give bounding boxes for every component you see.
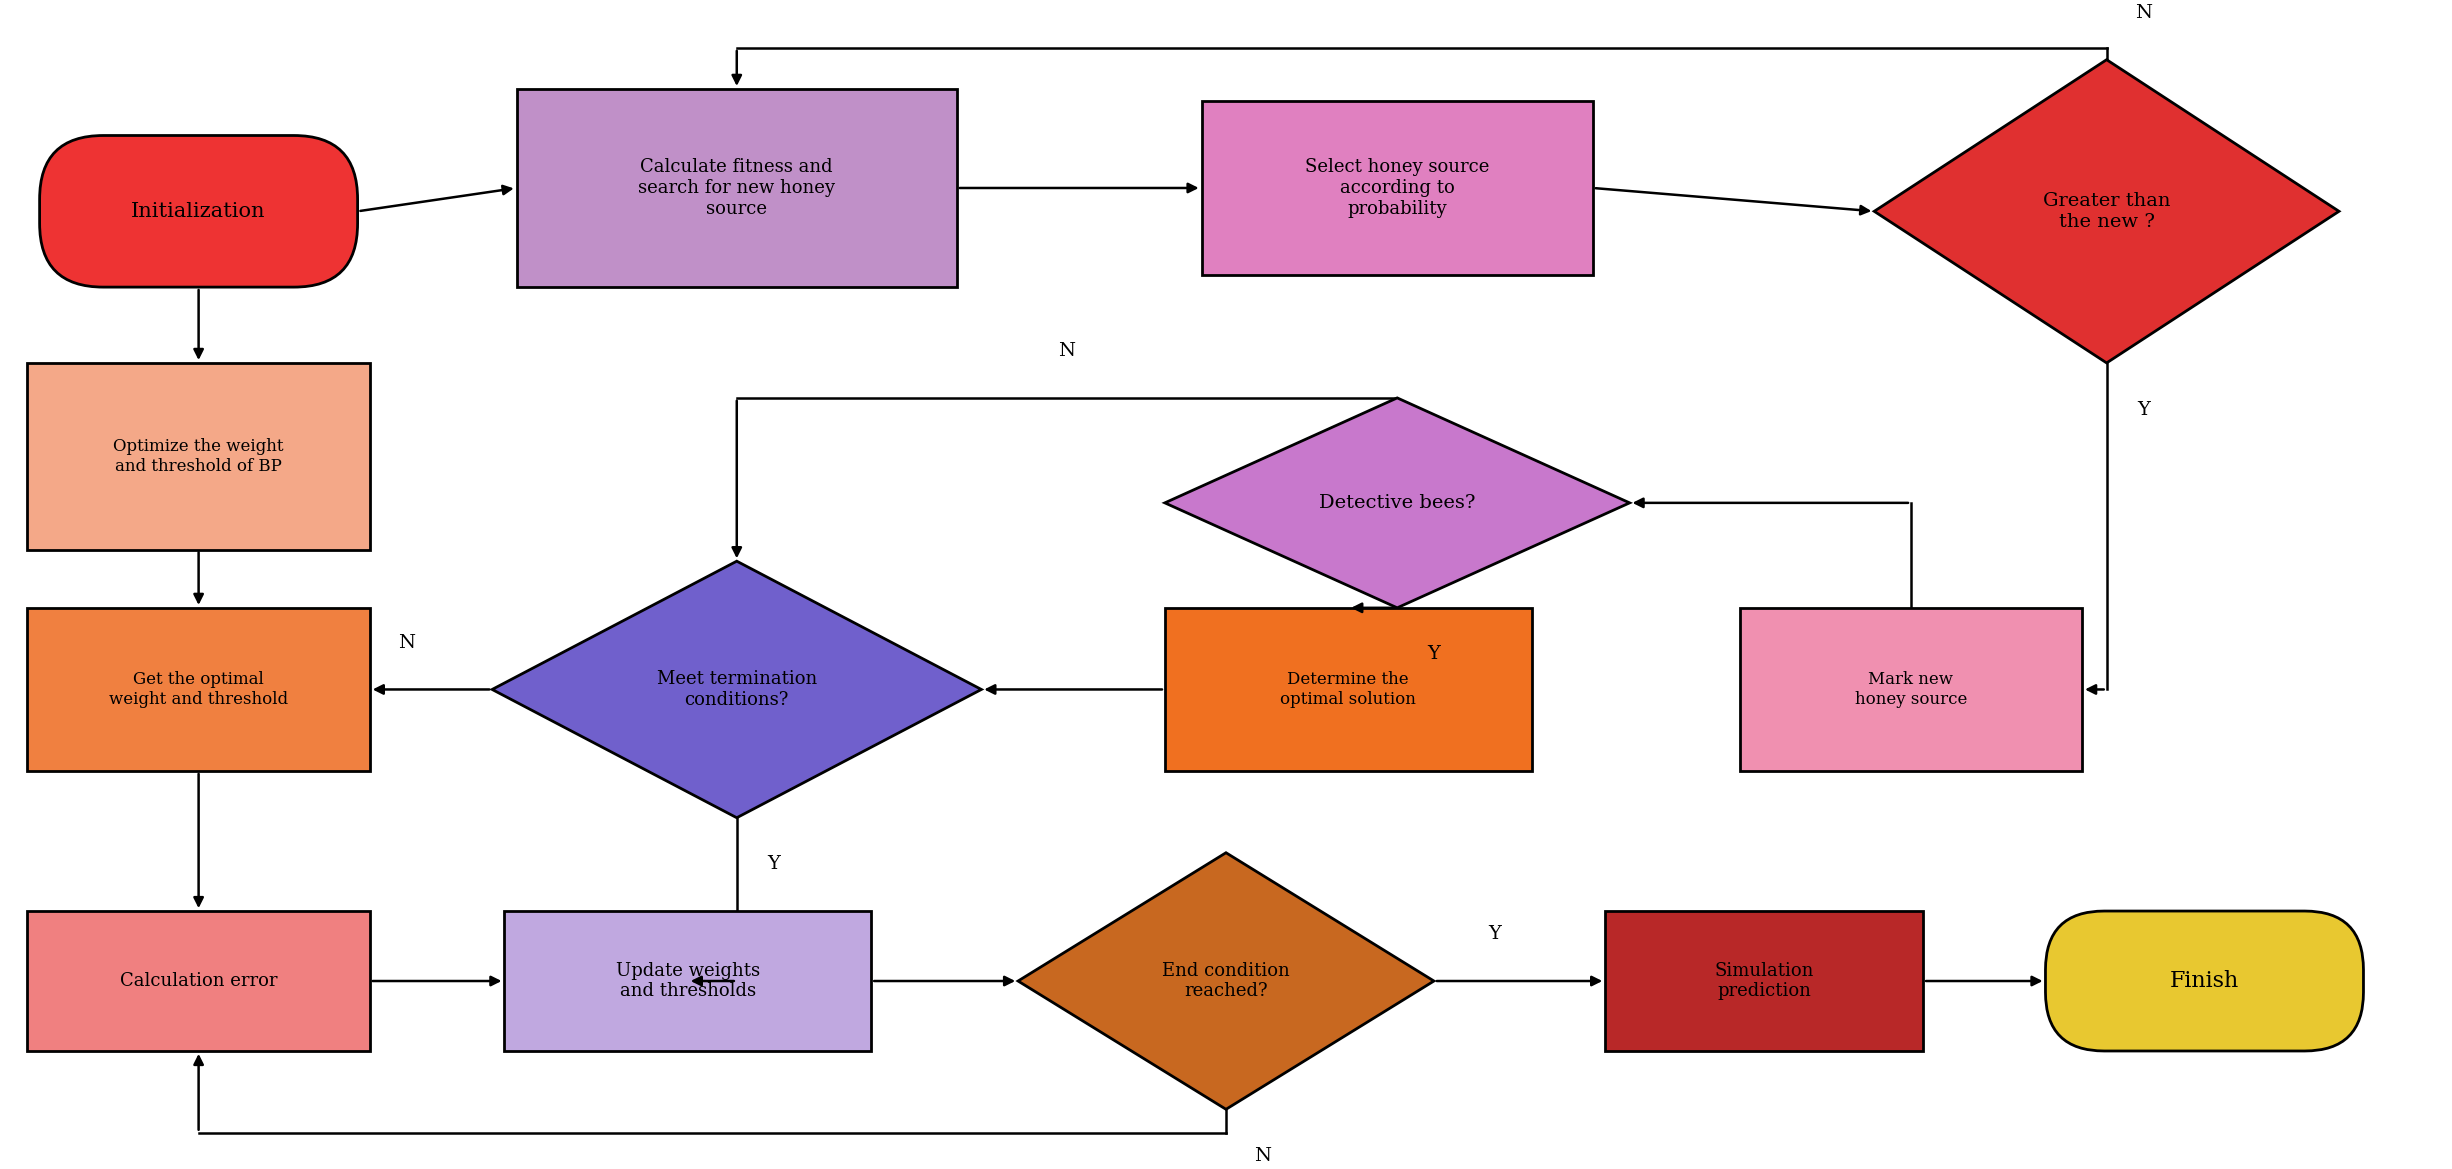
Text: Calculate fitness and
search for new honey
source: Calculate fitness and search for new hon… bbox=[638, 158, 836, 217]
Text: Y: Y bbox=[767, 856, 780, 873]
Text: Determine the
optimal solution: Determine the optimal solution bbox=[1280, 671, 1417, 707]
Text: Calculation error: Calculation error bbox=[120, 971, 277, 990]
Text: Meet termination
conditions?: Meet termination conditions? bbox=[657, 670, 817, 708]
FancyBboxPatch shape bbox=[1201, 101, 1594, 276]
Text: N: N bbox=[1253, 1147, 1270, 1165]
Polygon shape bbox=[1165, 397, 1631, 608]
FancyBboxPatch shape bbox=[1165, 608, 1532, 772]
FancyBboxPatch shape bbox=[1741, 608, 2082, 772]
FancyBboxPatch shape bbox=[2045, 911, 2364, 1051]
FancyBboxPatch shape bbox=[27, 911, 370, 1051]
FancyBboxPatch shape bbox=[39, 136, 358, 288]
Text: N: N bbox=[397, 634, 414, 652]
Text: End condition
reached?: End condition reached? bbox=[1162, 962, 1290, 1001]
Text: Update weights
and thresholds: Update weights and thresholds bbox=[615, 962, 760, 1001]
Text: N: N bbox=[2136, 4, 2153, 22]
Text: Detective bees?: Detective bees? bbox=[1319, 493, 1476, 512]
Text: Select honey source
according to
probability: Select honey source according to probabi… bbox=[1304, 158, 1488, 217]
Text: N: N bbox=[1059, 343, 1076, 360]
Text: Simulation
prediction: Simulation prediction bbox=[1714, 962, 1814, 1001]
Text: Greater than
the new ?: Greater than the new ? bbox=[2043, 192, 2170, 230]
Text: Y: Y bbox=[1427, 645, 1439, 664]
Text: Y: Y bbox=[2136, 401, 2150, 419]
Text: Mark new
honey source: Mark new honey source bbox=[1854, 671, 1967, 707]
Text: Initialization: Initialization bbox=[132, 202, 265, 221]
Polygon shape bbox=[493, 561, 981, 818]
Polygon shape bbox=[1018, 852, 1434, 1109]
Text: Get the optimal
weight and threshold: Get the optimal weight and threshold bbox=[108, 671, 289, 707]
Text: Finish: Finish bbox=[2170, 970, 2239, 992]
FancyBboxPatch shape bbox=[27, 608, 370, 772]
FancyBboxPatch shape bbox=[505, 911, 870, 1051]
Text: Optimize the weight
and threshold of BP: Optimize the weight and threshold of BP bbox=[113, 438, 284, 475]
Text: Y: Y bbox=[1488, 926, 1501, 943]
FancyBboxPatch shape bbox=[517, 89, 956, 288]
FancyBboxPatch shape bbox=[1606, 911, 1922, 1051]
Polygon shape bbox=[1873, 60, 2339, 362]
FancyBboxPatch shape bbox=[27, 362, 370, 549]
